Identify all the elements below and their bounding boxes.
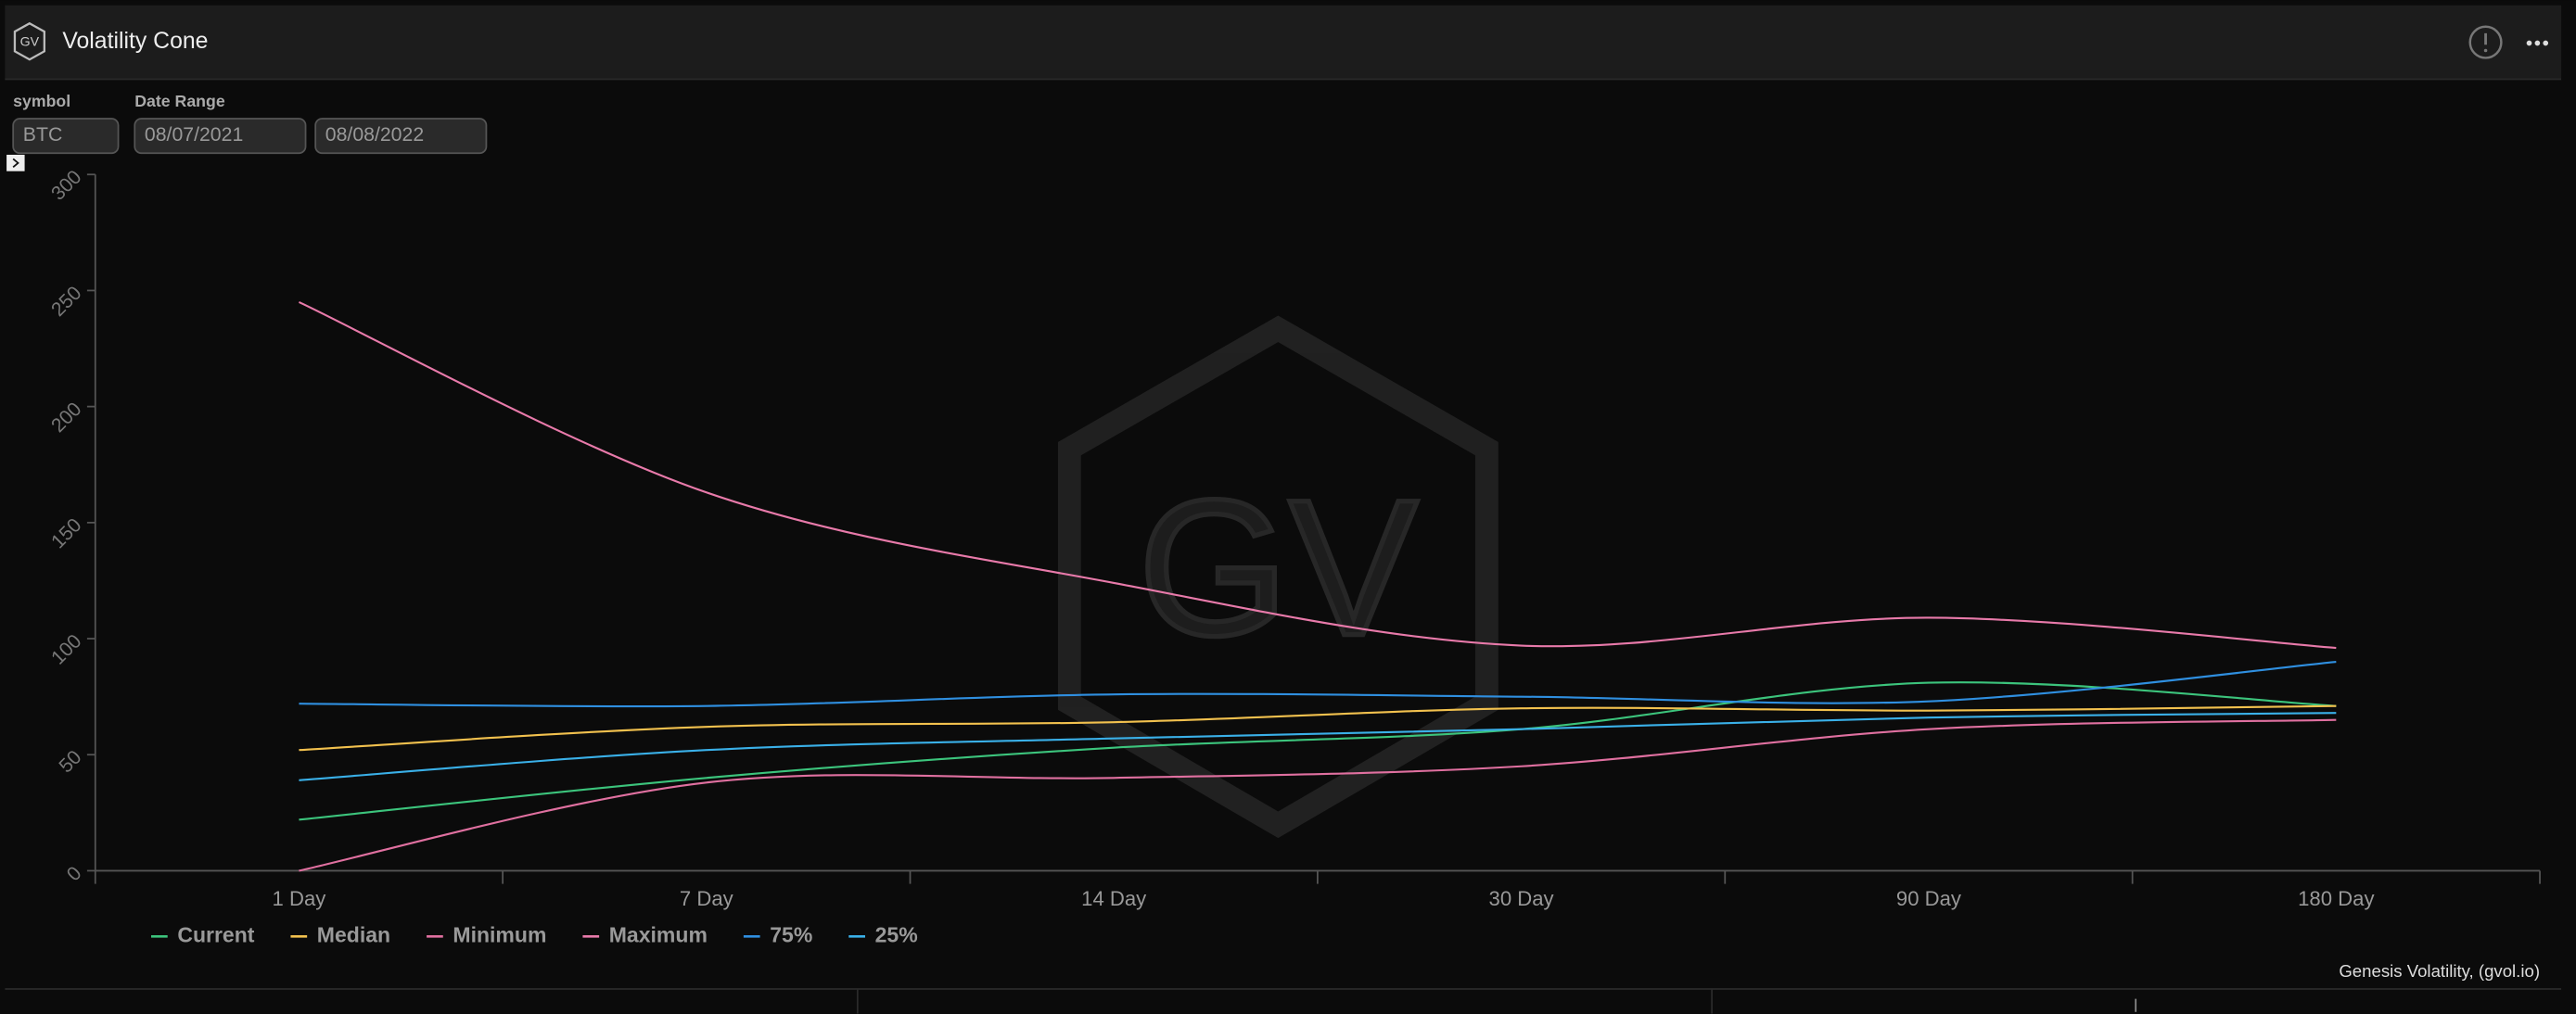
filter-label: Date Range [134,92,225,110]
watermark-hexagon [1057,315,1498,839]
menu-dot [2543,40,2549,46]
logo-text: GV [20,34,40,49]
watermark: GV [1057,315,1498,839]
legend-item[interactable]: Median [290,922,390,946]
series-line [299,704,2337,752]
watermark-text: GV [1138,461,1418,677]
x-tick-label: 90 Day [1896,887,1962,910]
credit: Genesis Volatility, (gvol.io) [2339,961,2540,981]
legend-label: 75% [770,922,812,946]
legend-item[interactable]: Current [150,922,255,946]
input-value: BTC [23,123,62,146]
input-value: 08/07/2021 [145,123,243,146]
menu-dot [2534,40,2541,46]
legend-item[interactable]: Maximum [582,922,708,946]
x-tick-label: 180 Day [2298,887,2375,910]
series-line [299,661,2337,708]
input-value: 08/08/2022 [325,123,424,146]
series-line [298,300,2337,650]
legend-label: 25% [875,922,918,946]
menu-dot [2526,40,2532,46]
x-tick-label: 14 Day [1081,887,1147,910]
series-line [299,681,2337,821]
end-date-input[interactable]: 08/08/2022 [314,118,488,155]
x-tick-label: 7 Day [680,887,734,910]
legend-label: Minimum [453,922,546,946]
x-tick-label: 30 Day [1489,887,1555,910]
start-date-input[interactable]: 08/07/2021 [134,118,307,155]
legend-label: Current [177,922,254,946]
toggle-arrow [12,158,19,168]
input-box [314,118,488,155]
series-line [299,718,2337,872]
input-box [134,118,307,155]
panel-title: Volatility Cone [62,29,208,54]
input-box [12,118,120,155]
symbol-input[interactable]: BTC [12,118,120,155]
series-line [299,712,2337,781]
sidebar-toggle[interactable] [6,154,25,171]
info-icon-dot [2483,48,2488,53]
legend-label: Maximum [609,922,708,946]
logo-hexagon [13,21,45,61]
info-icon-circle [2468,25,2503,59]
filter-label: symbol [13,92,70,110]
header-bar [5,5,2562,80]
legend-item[interactable]: 25% [848,922,918,946]
menu-icon[interactable] [2526,40,2549,46]
x-tick-label: 1 Day [273,887,327,910]
legend-item[interactable]: 75% [743,922,812,946]
toggle-box [6,154,25,171]
info-icon[interactable] [2468,25,2503,59]
legend-label: Median [317,922,390,946]
legend-item[interactable]: Minimum [427,922,546,946]
